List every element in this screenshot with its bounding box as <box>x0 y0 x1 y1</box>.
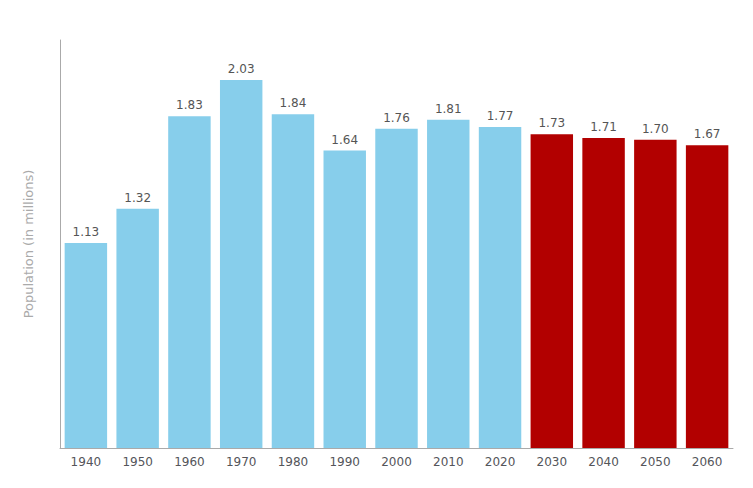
svg-text:2060: 2060 <box>692 455 723 469</box>
svg-text:1.77: 1.77 <box>487 109 514 123</box>
svg-text:1940: 1940 <box>71 455 102 469</box>
svg-text:1.84: 1.84 <box>280 96 307 110</box>
svg-text:2010: 2010 <box>433 455 464 469</box>
svg-text:1.64: 1.64 <box>331 133 358 147</box>
svg-text:2040: 2040 <box>588 455 619 469</box>
svg-text:1970: 1970 <box>226 455 257 469</box>
svg-text:1.83: 1.83 <box>176 98 203 112</box>
svg-text:1990: 1990 <box>329 455 360 469</box>
svg-text:1.32: 1.32 <box>124 191 151 205</box>
svg-text:1.71: 1.71 <box>590 120 617 134</box>
svg-text:1.73: 1.73 <box>538 116 565 130</box>
svg-text:2050: 2050 <box>640 455 671 469</box>
svg-text:Population (in millions): Population (in millions) <box>21 170 36 319</box>
svg-text:1.76: 1.76 <box>383 111 410 125</box>
svg-text:2000: 2000 <box>381 455 412 469</box>
svg-text:1950: 1950 <box>122 455 153 469</box>
svg-text:1.81: 1.81 <box>435 102 462 116</box>
svg-text:2020: 2020 <box>485 455 516 469</box>
svg-text:2.03: 2.03 <box>228 62 255 76</box>
svg-text:2030: 2030 <box>537 455 568 469</box>
svg-text:1.67: 1.67 <box>694 127 721 141</box>
svg-text:1.70: 1.70 <box>642 122 669 136</box>
svg-text:1980: 1980 <box>278 455 309 469</box>
svg-text:1.13: 1.13 <box>73 225 100 239</box>
svg-text:1960: 1960 <box>174 455 205 469</box>
